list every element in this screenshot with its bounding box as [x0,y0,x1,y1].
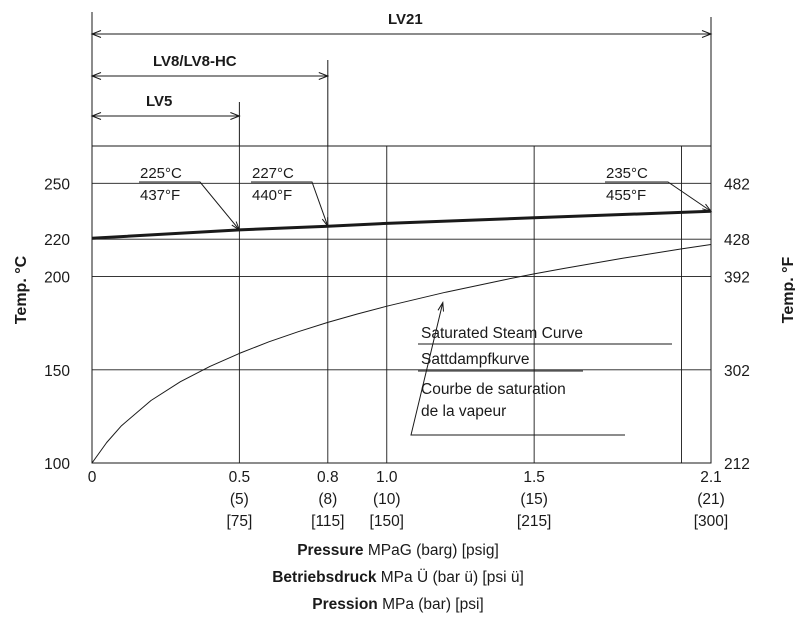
x-tick-label: 0.8 [317,469,339,486]
legend-text: Saturated Steam Curve [421,325,583,342]
left-tick-label: 200 [44,270,70,287]
x-tick-label: 2.1 [700,469,722,486]
x-axis-title-line: Betriebsdruck MPa Ü (bar ü) [psi ü] [272,568,524,586]
x-axis-title-bold: Pression [312,596,377,613]
legend-leader [410,302,625,436]
x-axis-title-bold: Pressure [297,542,364,559]
range-label: LV8/LV8-HC [153,53,237,70]
x-axis-title-rest: MPaG (barg) [psig] [364,542,499,559]
legend-annotation: Saturated Steam Curve Sattdampfkurve Courb… [410,301,672,436]
x-tick-label: 1.5 [523,469,545,486]
range-label: LV21 [388,11,423,28]
x-tick-psi: [75] [226,513,252,530]
left-tick-label: 250 [44,176,70,193]
callout-leader [308,181,329,227]
x-tick-bar: (8) [318,491,337,508]
callouts: 225°C 437°F 227°C 440°F 235°C 455°F [139,165,713,232]
callout-celsius: 235°C [606,165,648,182]
x-axis-title-rest: MPa (bar) [psi] [378,596,484,613]
range-label: LV5 [146,93,172,110]
right-tick-label: 212 [724,456,750,473]
x-tick-psi: [150] [370,513,404,530]
left-tick-label: 150 [44,363,70,380]
callout-fahrenheit: 437°F [140,187,180,204]
legend-text: de la vapeur [421,403,506,420]
plot-grid [91,145,712,464]
plot-frame [91,145,712,464]
arrowhead-icon [321,217,329,228]
arrowhead-icon [702,203,713,213]
callout-celsius: 227°C [252,165,294,182]
x-axis-title-line: Pression MPa (bar) [psi] [312,596,483,613]
legend-text: Sattdampfkurve [421,351,530,368]
callout-fahrenheit: 440°F [252,187,292,204]
axes-labels: 100 150 200 220 250 212 302 392 428 482 0 0.5 (5) [75… [13,176,795,613]
arrowhead-icon [437,301,444,312]
right-axis-title: Temp. °F [780,257,795,324]
x-axis-title-rest: MPa Ü (bar ü) [psi ü] [376,568,523,586]
left-tick-label: 220 [44,232,70,249]
x-tick-bar: (10) [373,491,401,508]
callout-leader [664,181,712,212]
x-tick-psi: [300] [694,513,728,530]
curves [91,209,712,464]
range-bars: LV21 LV8/LV8-HC LV5 [90,11,713,146]
x-tick-bar: (5) [230,491,249,508]
x-tick-label: 0.5 [229,469,251,486]
right-tick-label: 302 [724,363,750,380]
left-axis-title: Temp. °C [13,255,30,324]
x-axis-title-line: Pressure MPaG (barg) [psig] [297,542,499,559]
saturated-steam-curve [91,244,712,464]
right-tick-label: 392 [724,270,750,287]
x-axis-title-bold: Betriebsdruck [272,569,377,586]
right-tick-label: 482 [724,176,750,193]
x-tick-psi: [215] [517,513,551,530]
left-tick-label: 100 [44,456,70,473]
x-tick-label: 1.0 [376,469,398,486]
x-tick-psi: [115] [311,513,344,530]
callout-leader [196,181,240,231]
arrowhead-icon [231,221,241,232]
callout-fahrenheit: 455°F [606,187,646,204]
callout-celsius: 225°C [140,165,182,182]
max-temperature-line [91,209,712,240]
legend-text: Courbe de saturation [421,381,566,398]
x-tick-bar: (21) [697,491,725,508]
x-tick-bar: (15) [520,491,548,508]
right-tick-label: 428 [724,232,750,249]
x-tick-label: 0 [88,469,97,486]
